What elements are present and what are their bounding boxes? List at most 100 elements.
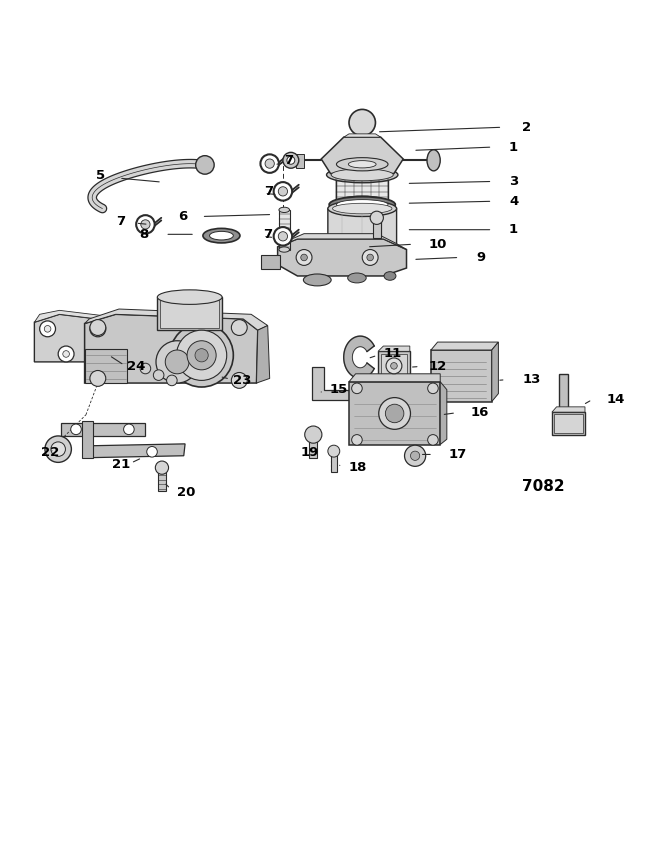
Circle shape <box>155 461 169 474</box>
Polygon shape <box>349 374 440 382</box>
Circle shape <box>51 442 65 456</box>
Polygon shape <box>328 209 397 268</box>
Text: 20: 20 <box>177 485 196 498</box>
Text: 7: 7 <box>116 215 125 229</box>
Ellipse shape <box>329 197 395 212</box>
Circle shape <box>196 156 214 174</box>
Polygon shape <box>34 314 116 362</box>
Ellipse shape <box>336 196 388 209</box>
Bar <box>378 351 410 380</box>
Ellipse shape <box>384 271 396 280</box>
Ellipse shape <box>303 274 331 286</box>
Circle shape <box>385 404 404 423</box>
Polygon shape <box>278 239 407 276</box>
Bar <box>431 350 492 401</box>
Bar <box>330 453 337 473</box>
Circle shape <box>136 215 155 234</box>
Text: 13: 13 <box>522 373 541 386</box>
Polygon shape <box>34 311 119 325</box>
Circle shape <box>231 372 247 389</box>
Circle shape <box>287 157 295 164</box>
Polygon shape <box>61 423 145 436</box>
Circle shape <box>176 330 227 380</box>
Circle shape <box>391 363 397 369</box>
Circle shape <box>90 371 106 386</box>
Polygon shape <box>431 342 498 350</box>
Ellipse shape <box>336 158 388 171</box>
Circle shape <box>95 325 101 332</box>
Text: 18: 18 <box>349 461 368 474</box>
Circle shape <box>278 232 288 241</box>
Text: 24: 24 <box>127 360 145 373</box>
Circle shape <box>265 159 274 169</box>
Circle shape <box>352 435 362 445</box>
Polygon shape <box>256 325 270 383</box>
Circle shape <box>283 152 299 169</box>
Polygon shape <box>85 314 258 383</box>
Bar <box>381 354 407 377</box>
Bar <box>336 164 388 203</box>
Circle shape <box>352 383 362 394</box>
Circle shape <box>278 187 288 196</box>
Text: 14: 14 <box>607 393 625 406</box>
Text: 15: 15 <box>329 383 348 396</box>
Ellipse shape <box>279 247 290 253</box>
Circle shape <box>349 110 375 136</box>
Polygon shape <box>312 367 349 401</box>
Ellipse shape <box>279 207 290 212</box>
Circle shape <box>141 220 150 229</box>
Text: 16: 16 <box>471 407 489 419</box>
Bar <box>158 470 166 490</box>
Text: 3: 3 <box>509 175 518 188</box>
Circle shape <box>379 397 410 430</box>
Polygon shape <box>344 336 374 378</box>
Text: 7: 7 <box>284 154 293 167</box>
Ellipse shape <box>328 200 397 217</box>
Circle shape <box>187 341 216 370</box>
Ellipse shape <box>427 150 440 171</box>
Bar <box>279 210 290 250</box>
Text: 6: 6 <box>178 210 188 223</box>
Polygon shape <box>85 348 127 383</box>
Circle shape <box>328 445 340 457</box>
Text: 8: 8 <box>139 228 148 241</box>
Ellipse shape <box>336 199 388 210</box>
Polygon shape <box>321 137 403 174</box>
Circle shape <box>165 350 189 374</box>
Ellipse shape <box>348 161 376 168</box>
Circle shape <box>40 321 56 336</box>
Polygon shape <box>552 407 585 412</box>
Circle shape <box>195 348 208 362</box>
Ellipse shape <box>331 169 393 181</box>
Bar <box>552 412 585 435</box>
Circle shape <box>147 447 157 457</box>
Text: 11: 11 <box>383 347 402 360</box>
Text: 21: 21 <box>112 458 131 471</box>
Circle shape <box>428 383 438 394</box>
Text: 4: 4 <box>509 195 518 208</box>
Text: 17: 17 <box>448 448 467 461</box>
Bar <box>157 297 222 330</box>
Ellipse shape <box>157 290 222 305</box>
Circle shape <box>428 435 438 445</box>
Ellipse shape <box>210 231 233 240</box>
Ellipse shape <box>327 167 398 183</box>
Circle shape <box>124 424 134 435</box>
Text: 19: 19 <box>301 446 319 459</box>
Text: 7: 7 <box>263 228 272 241</box>
Text: 7: 7 <box>264 185 274 198</box>
Text: 7082: 7082 <box>522 479 564 494</box>
Text: 22: 22 <box>41 446 59 459</box>
Polygon shape <box>440 382 447 444</box>
Circle shape <box>44 325 51 332</box>
Circle shape <box>90 319 106 336</box>
Circle shape <box>167 375 177 386</box>
Bar <box>357 122 368 149</box>
Polygon shape <box>86 444 185 458</box>
Bar <box>373 219 381 238</box>
Circle shape <box>362 250 378 265</box>
Polygon shape <box>82 421 93 458</box>
Circle shape <box>305 426 322 443</box>
Polygon shape <box>378 346 410 351</box>
Ellipse shape <box>203 229 240 243</box>
